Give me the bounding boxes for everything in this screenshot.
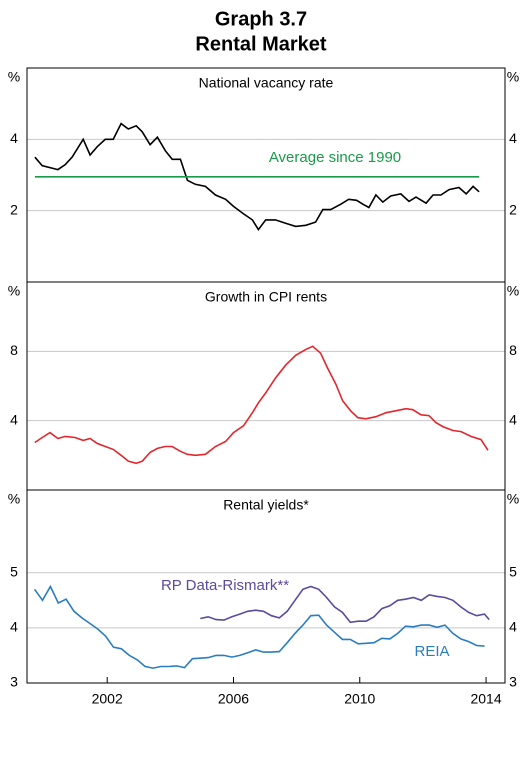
- series-label: REIA: [414, 643, 449, 660]
- graph-number: Graph 3.7: [215, 8, 307, 30]
- x-tick-label: 2014: [470, 691, 501, 707]
- series-label: RP Data-Rismark**: [161, 577, 289, 594]
- y2-tick-label: 4: [509, 619, 517, 635]
- y-tick-label: 4: [10, 411, 18, 427]
- y-tick-label: 8: [10, 342, 18, 358]
- y2-tick-label: 8: [509, 342, 517, 358]
- y-tick-label: 2: [10, 201, 18, 217]
- series-line: [34, 345, 489, 465]
- panel-frame: [26, 281, 506, 491]
- y2-tick-label: 4: [509, 411, 517, 427]
- y2-tick-label: 3: [509, 674, 517, 690]
- series-label: Average since 1990: [269, 149, 401, 166]
- y-tick-label: 5: [10, 563, 18, 579]
- series-line: [200, 585, 490, 624]
- x-tick-label: 2010: [344, 691, 375, 707]
- y-unit: %: [8, 491, 20, 507]
- x-tick-label: 2006: [218, 691, 249, 707]
- panel-title: National vacancy rate: [199, 75, 334, 91]
- panel-title: Growth in CPI rents: [205, 289, 327, 305]
- y-unit: %: [8, 69, 20, 85]
- graph-title: Rental Market: [195, 33, 326, 55]
- panel-frame: [26, 489, 506, 684]
- x-tick-label: 2002: [92, 691, 123, 707]
- y-tick-label: 4: [10, 130, 18, 146]
- y2-tick-label: 5: [509, 563, 517, 579]
- y2-unit: %: [507, 283, 519, 299]
- y2-unit: %: [507, 491, 519, 507]
- y-unit: %: [8, 283, 20, 299]
- series-line: [33, 584, 485, 669]
- panel-frame: [26, 67, 506, 283]
- y2-tick-label: 4: [509, 130, 517, 146]
- y-tick-label: 4: [10, 619, 18, 635]
- y2-tick-label: 2: [509, 201, 517, 217]
- panel-title: Rental yields*: [223, 497, 309, 513]
- series-line: [34, 122, 480, 232]
- y-tick-label: 3: [10, 674, 18, 690]
- y2-unit: %: [507, 69, 519, 85]
